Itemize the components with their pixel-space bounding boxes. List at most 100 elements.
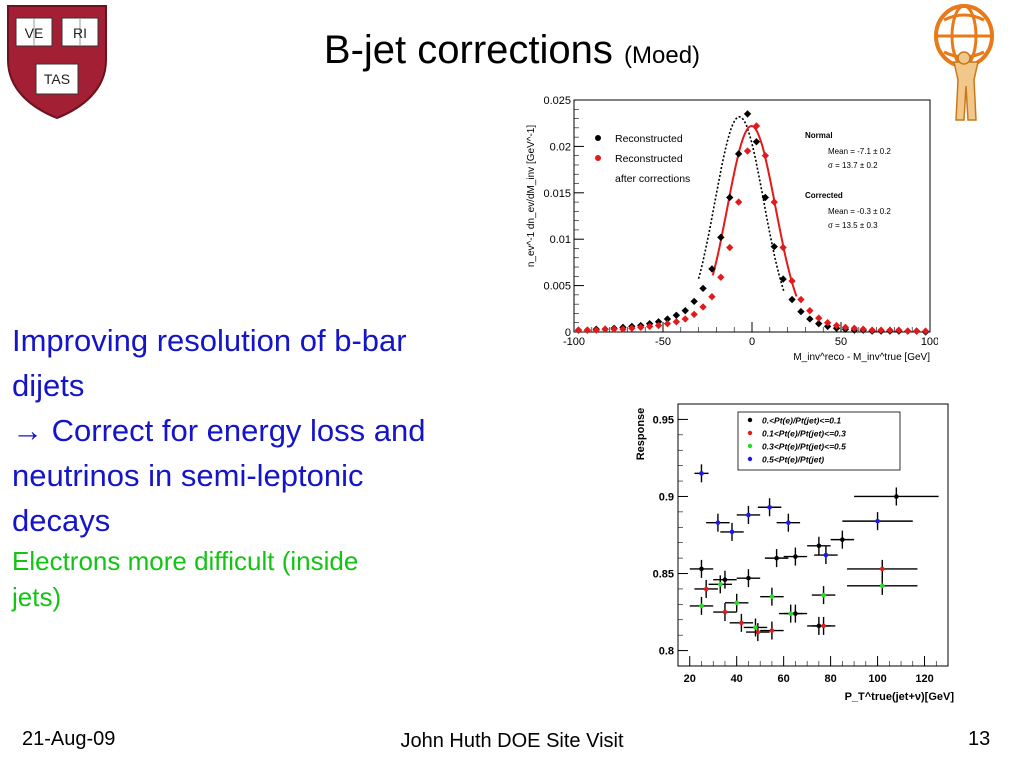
x-tick-label: -100 xyxy=(563,336,585,348)
y-tick-label: 0.02 xyxy=(550,141,571,153)
point-reconstructed xyxy=(788,295,796,304)
point-series-4 xyxy=(746,512,751,518)
point-series-1 xyxy=(840,537,845,542)
point-corrected xyxy=(717,273,725,281)
point-series-2 xyxy=(879,566,885,572)
shield-text-ve: VE xyxy=(25,25,44,41)
shield-text-ri: RI xyxy=(73,25,87,41)
footer-page: 13 xyxy=(968,728,991,750)
x-tick-label: 100 xyxy=(921,336,938,348)
legend-label-corrected-2: after corrections xyxy=(615,173,690,185)
point-corrected xyxy=(850,324,859,332)
y-axis-label: Response xyxy=(635,408,647,461)
legend-marker-3 xyxy=(747,443,753,449)
mass-distribution-chart: 0 0.005 0.01 0.015 0.02 0.025 -100 -50 0 50 100 M_i… xyxy=(526,95,938,363)
y-tick-label: 0.005 xyxy=(543,281,571,293)
y-tick-label: 0.9 xyxy=(659,491,674,503)
y-tick-label: 0.85 xyxy=(653,569,674,581)
legend-label-reconstructed: Reconstructed xyxy=(615,133,683,145)
point-series-3 xyxy=(788,611,793,616)
point-series-1 xyxy=(699,566,704,572)
point-corrected xyxy=(672,318,681,326)
point-series-1 xyxy=(894,494,899,499)
title-suffix: (Moed) xyxy=(624,42,701,69)
stats-normal-title: Normal xyxy=(805,131,833,140)
point-corrected xyxy=(690,310,698,319)
point-corrected xyxy=(681,315,689,323)
y-tick-label: 0.95 xyxy=(653,414,674,426)
stats-normal-mean: Mean = -7.1 ± 0.2 xyxy=(828,147,891,156)
point-series-2 xyxy=(739,620,744,626)
point-corrected xyxy=(663,319,672,328)
point-reconstructed xyxy=(779,275,787,283)
point-corrected xyxy=(628,324,636,332)
x-tick-label: 80 xyxy=(824,673,836,685)
point-series-3 xyxy=(699,603,704,609)
point-series-3 xyxy=(821,592,826,598)
stats-corrected-sigma: σ = 13.5 ± 0.3 xyxy=(828,221,878,230)
point-corrected xyxy=(761,152,770,160)
y-axis-label: n_ev^-1 dn_ev/dM_inv [GeV^-1] xyxy=(526,125,537,267)
point-series-2 xyxy=(769,628,775,633)
point-series-1 xyxy=(816,543,822,549)
x-tick-label: 100 xyxy=(868,673,886,685)
point-series-1 xyxy=(774,555,779,561)
point-corrected xyxy=(912,327,921,335)
point-series-3 xyxy=(717,582,723,587)
point-series-4 xyxy=(786,520,791,525)
point-series-1 xyxy=(722,577,728,582)
stats-corrected-mean: Mean = -0.3 ± 0.2 xyxy=(828,207,891,216)
x-tick-label: 50 xyxy=(835,336,847,348)
point-reconstructed xyxy=(672,311,681,319)
point-corrected xyxy=(806,306,814,315)
legend-label-corrected: Reconstructed xyxy=(615,153,683,165)
bullet-2-line-3: decays xyxy=(12,503,111,538)
bullet-1-line-1: Improving resolution of b-bar xyxy=(12,323,407,358)
bullet-2-line-1: → Correct for energy loss and xyxy=(12,413,426,448)
point-reconstructed xyxy=(806,315,814,323)
point-series-4 xyxy=(699,471,704,476)
point-corrected xyxy=(734,198,743,206)
x-tick-label: -50 xyxy=(655,336,671,348)
point-series-2 xyxy=(821,623,826,629)
stats-corrected-title: Corrected xyxy=(805,191,843,200)
x-axis-label: P_T^true(jet+ν)[GeV] xyxy=(845,691,955,703)
point-series-2 xyxy=(722,609,728,615)
legend-marker-corrected xyxy=(595,155,601,161)
point-series-4 xyxy=(729,529,735,535)
point-series-3 xyxy=(769,594,775,599)
point-series-2 xyxy=(703,586,709,592)
legend-marker-1 xyxy=(747,417,753,423)
legend-box xyxy=(737,411,901,471)
harvard-shield-logo: VE RI TAS xyxy=(7,5,107,120)
point-series-3 xyxy=(753,625,758,630)
legend-marker-2 xyxy=(747,430,753,436)
point-reconstructed xyxy=(761,193,770,202)
x-tick-label: 60 xyxy=(778,673,790,685)
fit-curve-corrected xyxy=(711,124,798,297)
y-tick-label: 0.01 xyxy=(550,234,571,246)
x-tick-label: 120 xyxy=(915,673,933,685)
point-corrected xyxy=(645,322,654,331)
point-corrected xyxy=(601,325,609,333)
point-corrected xyxy=(921,327,930,335)
footer-date: 21-Aug-09 xyxy=(22,728,116,750)
slide-title: B-jet corrections (Moed) xyxy=(0,28,1024,73)
bullet-1-line-2: dijets xyxy=(12,368,85,403)
point-series-1 xyxy=(746,575,751,581)
y-tick-label: 0.8 xyxy=(659,646,674,658)
point-series-4 xyxy=(823,552,829,558)
point-corrected xyxy=(823,319,832,327)
y-tick-label: 0 xyxy=(565,327,571,339)
title-main: B-jet corrections xyxy=(323,28,613,72)
sub-bullet-line-1: Electrons more difficult (inside xyxy=(12,546,359,576)
y-tick-label: 0.015 xyxy=(543,188,571,200)
shield-text-tas: TAS xyxy=(44,71,70,87)
x-tick-label: 40 xyxy=(731,673,743,685)
legend-marker-4 xyxy=(747,456,753,462)
point-reconstructed xyxy=(654,318,663,326)
point-reconstructed xyxy=(690,297,698,306)
bullet-2-line-2: neutrinos in semi-leptonic xyxy=(12,458,364,493)
x-tick-label: 0 xyxy=(749,336,755,348)
legend-marker-reconstructed xyxy=(595,135,601,141)
